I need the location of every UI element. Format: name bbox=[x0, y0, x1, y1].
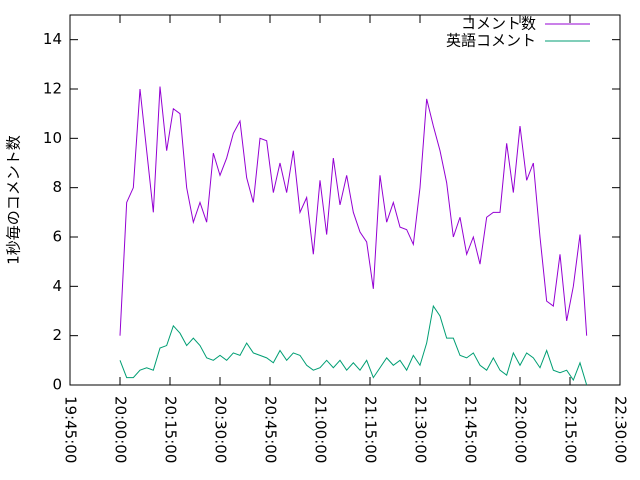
x-tick-label: 20:45:00 bbox=[262, 396, 280, 463]
y-tick-label: 2 bbox=[52, 326, 62, 344]
y-axis-label: 1秒毎のコメント数 bbox=[5, 135, 23, 265]
x-tick-label: 21:00:00 bbox=[312, 396, 330, 463]
series-line bbox=[119, 304, 588, 386]
x-tick-label: 21:15:00 bbox=[362, 396, 380, 463]
y-tick-label: 10 bbox=[43, 129, 62, 147]
x-tick-label: 20:00:00 bbox=[112, 396, 130, 463]
y-tick-label: 6 bbox=[52, 228, 62, 246]
y-tick-label: 8 bbox=[52, 178, 62, 196]
x-tick-label: 20:30:00 bbox=[212, 396, 230, 463]
y-tick-label: 4 bbox=[52, 277, 62, 295]
x-tick-label: 22:15:00 bbox=[562, 396, 580, 463]
y-tick-label: 14 bbox=[43, 30, 62, 48]
legend-label: 英語コメント bbox=[446, 32, 536, 50]
legend-label: コメント数 bbox=[461, 15, 536, 33]
series-line bbox=[119, 86, 588, 336]
y-tick-label: 0 bbox=[52, 376, 62, 394]
x-tick-label: 21:45:00 bbox=[462, 396, 480, 463]
x-tick-label: 22:30:00 bbox=[612, 396, 630, 463]
x-tick-label: 19:45:00 bbox=[62, 396, 80, 463]
plot-frame bbox=[69, 14, 621, 386]
x-tick-label: 21:30:00 bbox=[412, 396, 430, 463]
x-tick-label: 20:15:00 bbox=[162, 396, 180, 463]
x-tick-label: 22:00:00 bbox=[512, 396, 530, 463]
y-tick-label: 12 bbox=[43, 80, 62, 98]
